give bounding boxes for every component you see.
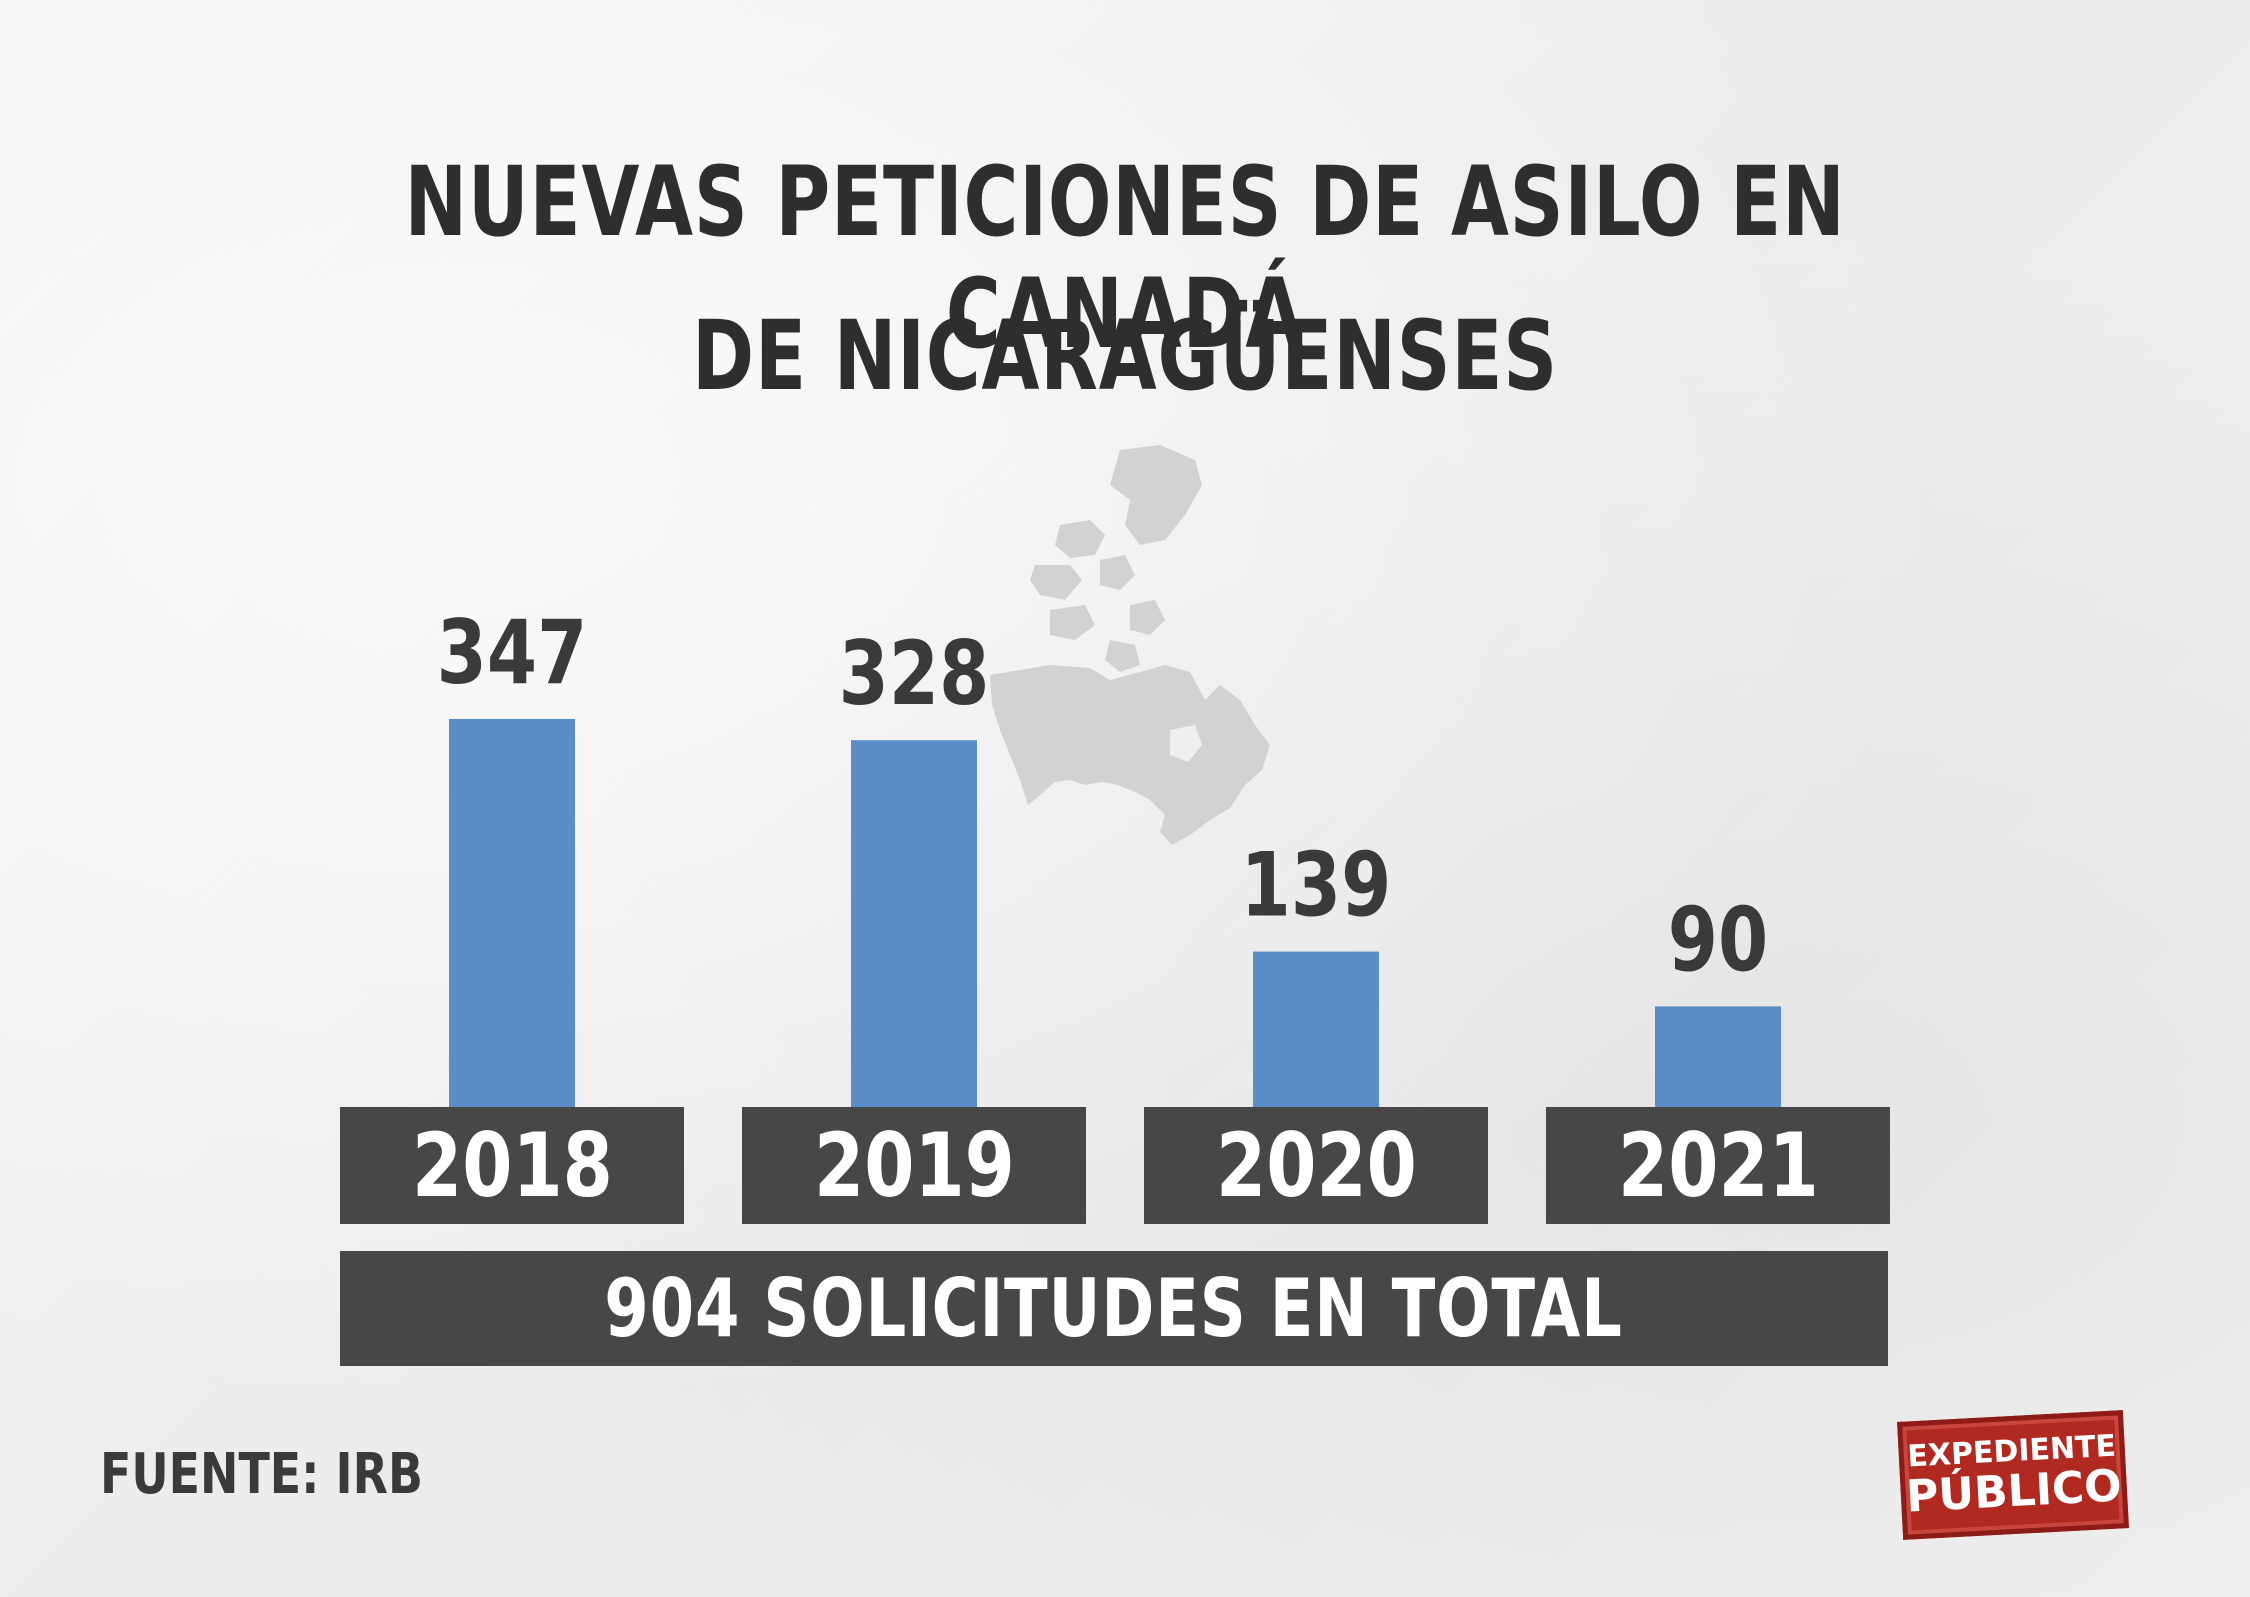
chart-title-line1: NUEVAS PETICIONES DE ASILO EN CANADÁ bbox=[404, 146, 1846, 370]
value-label-2019: 328 bbox=[839, 622, 990, 725]
total-banner: 904 SOLICITUDES EN TOTAL bbox=[340, 1251, 1888, 1366]
bar-2021 bbox=[1655, 1006, 1781, 1107]
logo-line2: PÚBLICO bbox=[1904, 1460, 2123, 1523]
chart-title-line2: DE NICARAGÜENSES bbox=[692, 300, 1558, 412]
canada-map-icon bbox=[990, 445, 1270, 845]
year-label-2019: 2019 bbox=[742, 1107, 1086, 1224]
year-label-2018: 2018 bbox=[340, 1107, 684, 1224]
value-label-2020: 139 bbox=[1241, 834, 1392, 937]
source-note: FUENTE: IRB bbox=[100, 1442, 423, 1507]
year-label-2021: 2021 bbox=[1546, 1107, 1890, 1224]
bar-2018 bbox=[449, 719, 575, 1107]
bar-2019 bbox=[851, 740, 977, 1107]
total-label: 904 SOLICITUDES EN TOTAL bbox=[604, 1262, 1624, 1355]
expediente-publico-logo: EXPEDIENTE PÚBLICO bbox=[1897, 1410, 2129, 1540]
bar-2020 bbox=[1253, 951, 1379, 1107]
value-label-2021: 90 bbox=[1668, 888, 1768, 991]
value-label-2018: 347 bbox=[437, 601, 588, 704]
year-label-2020: 2020 bbox=[1144, 1107, 1488, 1224]
